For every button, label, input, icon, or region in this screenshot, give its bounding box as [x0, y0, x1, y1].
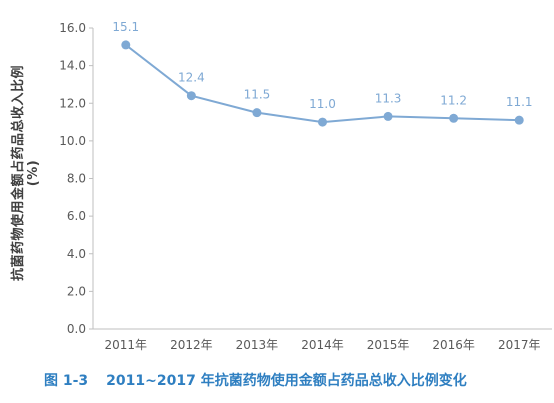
y-tick-label: 6.0 — [67, 209, 86, 223]
y-tick-label: 10.0 — [59, 134, 86, 148]
y-tick-label: 8.0 — [67, 172, 86, 186]
x-tick-label: 2015年 — [367, 338, 410, 352]
figure-caption-text: 2011~2017 年抗菌药物使用金额占药品总收入比例变化 — [106, 373, 467, 389]
x-tick-label: 2011年 — [105, 338, 148, 352]
y-axis-unit: (%) — [26, 159, 41, 187]
y-tick-label: 12.0 — [59, 96, 86, 110]
x-tick-label: 2012年 — [170, 338, 213, 352]
data-label: 12.4 — [178, 71, 205, 85]
data-label: 11.1 — [506, 95, 533, 109]
data-point — [121, 40, 131, 50]
figure-number: 图 1-3 — [44, 373, 89, 389]
y-tick-label: 0.0 — [67, 322, 86, 336]
x-tick-label: 2017年 — [498, 338, 541, 352]
data-point — [252, 108, 262, 118]
data-label: 11.3 — [375, 91, 402, 105]
figure-caption: 图 1-3 2011~2017 年抗菌药物使用金额占药品总收入比例变化 — [44, 370, 544, 390]
y-tick-label: 2.0 — [67, 284, 86, 298]
y-tick-label: 16.0 — [59, 21, 86, 35]
y-axis-title: 抗菌药物使用金额占药品总收入比例 (%) — [2, 28, 50, 318]
data-point — [514, 115, 524, 125]
data-label: 15.1 — [112, 20, 139, 34]
data-point — [186, 91, 196, 101]
data-point — [318, 117, 327, 127]
data-label: 11.0 — [309, 97, 336, 111]
x-tick-label: 2014年 — [301, 338, 344, 352]
y-tick-label: 14.0 — [59, 59, 86, 73]
y-axis-label: 抗菌药物使用金额占药品总收入比例 — [11, 65, 26, 282]
x-tick-label: 2013年 — [236, 338, 279, 352]
data-label: 11.5 — [244, 88, 271, 102]
data-point — [383, 111, 393, 121]
x-tick-label: 2016年 — [432, 338, 475, 352]
data-point — [449, 113, 459, 123]
y-tick-label: 4.0 — [67, 247, 86, 261]
data-label: 11.2 — [440, 93, 467, 107]
